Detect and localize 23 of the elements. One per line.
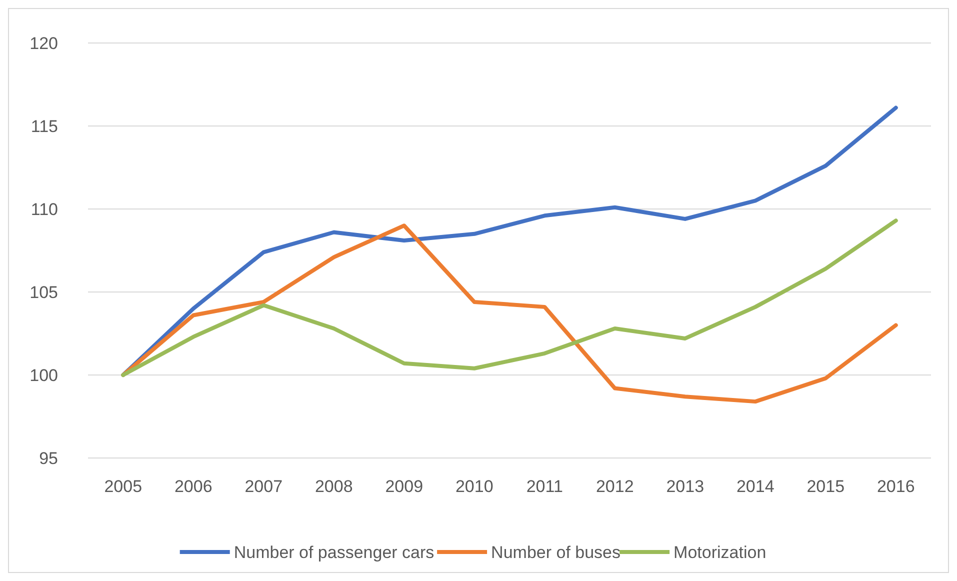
x-tick-label: 2008 — [314, 477, 353, 496]
x-tick-label: 2015 — [806, 477, 845, 496]
x-tick-label: 2005 — [104, 477, 142, 496]
line-series — [121, 218, 898, 377]
y-tick-label: 120 — [30, 34, 58, 53]
line-series — [121, 224, 898, 404]
y-tick-label: 100 — [30, 366, 58, 385]
x-tick-label: 2012 — [596, 477, 634, 496]
y-tick-label: 95 — [39, 448, 58, 468]
x-tick-label: 2011 — [526, 477, 563, 496]
x-tick-label: 2009 — [385, 477, 424, 496]
legend-label: Motorization — [674, 543, 766, 562]
y-tick-label: 115 — [30, 116, 58, 136]
x-tick-label: 2014 — [736, 477, 774, 496]
x-tick-label: 2016 — [876, 477, 915, 496]
y-tick-label: 105 — [30, 282, 58, 302]
y-tick-label: 110 — [30, 200, 58, 219]
legend-label: Number of buses — [491, 543, 621, 562]
x-tick-label: 2006 — [174, 477, 212, 496]
legend-label: Number of passenger cars — [234, 543, 434, 562]
x-tick-label: 2010 — [455, 477, 494, 496]
x-tick-label: 2007 — [244, 477, 283, 496]
x-tick-label: 2013 — [666, 477, 704, 496]
